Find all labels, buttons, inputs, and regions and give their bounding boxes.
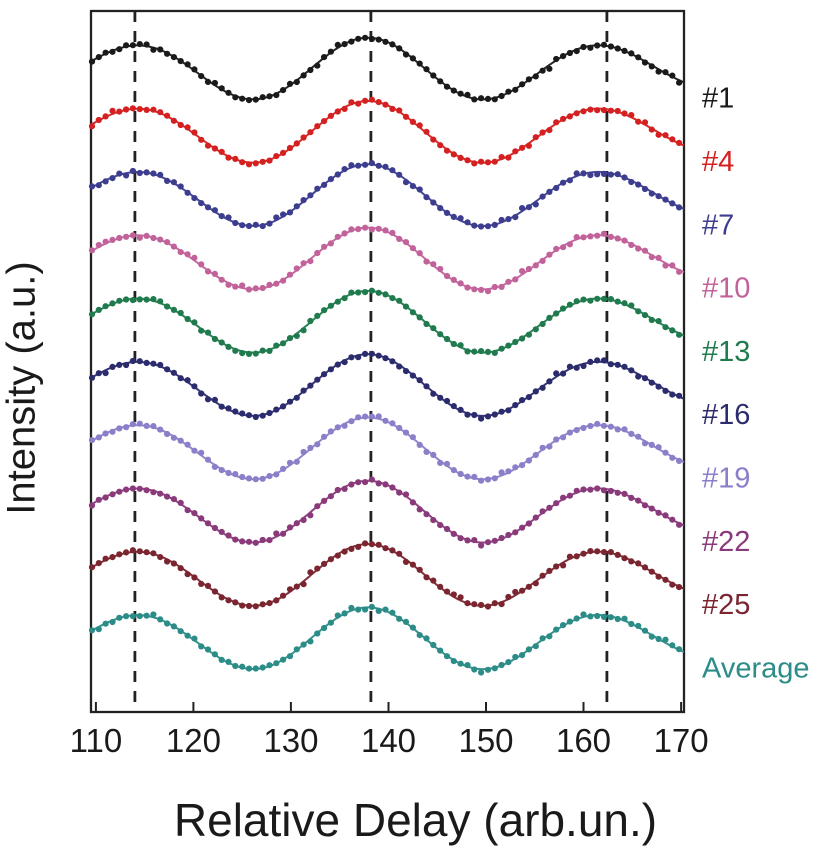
svg-text:#25: #25: [702, 589, 750, 621]
svg-text:140: 140: [361, 722, 416, 759]
svg-text:150: 150: [458, 722, 513, 759]
svg-text:110: 110: [70, 722, 123, 759]
svg-text:#10: #10: [702, 273, 750, 305]
svg-text:#22: #22: [702, 526, 750, 558]
svg-text:120: 120: [166, 722, 221, 759]
svg-text:130: 130: [263, 722, 318, 759]
svg-text:#7: #7: [702, 209, 734, 241]
svg-text:160: 160: [556, 722, 611, 759]
svg-text:#4: #4: [702, 146, 734, 178]
svg-text:170: 170: [654, 722, 709, 759]
svg-text:#1: #1: [702, 83, 734, 115]
svg-text:#13: #13: [702, 336, 750, 368]
svg-text:Average: Average: [702, 652, 810, 684]
svg-text:#19: #19: [702, 463, 750, 495]
svg-text:#16: #16: [702, 399, 750, 431]
